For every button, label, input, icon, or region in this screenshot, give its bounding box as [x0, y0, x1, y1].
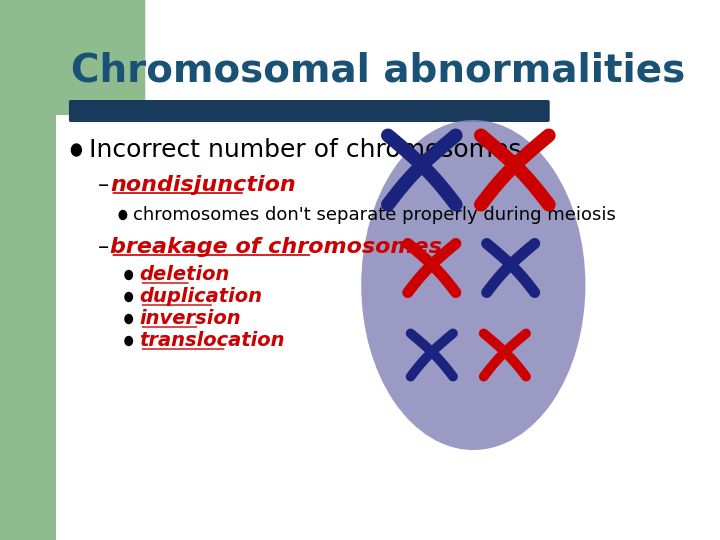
Text: –: – — [98, 237, 109, 257]
Text: nondisjunction: nondisjunction — [110, 175, 296, 195]
FancyBboxPatch shape — [0, 0, 56, 540]
Circle shape — [125, 293, 132, 301]
Text: inversion: inversion — [140, 309, 241, 328]
Text: deletion: deletion — [140, 266, 230, 285]
Text: duplication: duplication — [140, 287, 263, 307]
Text: breakage of chromosomes: breakage of chromosomes — [110, 237, 442, 257]
Text: chromosomes don't separate properly during meiosis: chromosomes don't separate properly duri… — [133, 206, 616, 224]
FancyBboxPatch shape — [69, 100, 549, 122]
Text: Incorrect number of chromosomes: Incorrect number of chromosomes — [89, 138, 521, 162]
FancyBboxPatch shape — [0, 0, 145, 115]
Circle shape — [71, 144, 81, 156]
Ellipse shape — [361, 120, 585, 450]
Circle shape — [125, 271, 132, 280]
Circle shape — [125, 314, 132, 323]
Text: Chromosomal abnormalities: Chromosomal abnormalities — [71, 51, 685, 89]
Text: –: – — [98, 175, 109, 195]
Circle shape — [119, 211, 127, 219]
Text: translocation: translocation — [140, 332, 285, 350]
Circle shape — [125, 336, 132, 346]
